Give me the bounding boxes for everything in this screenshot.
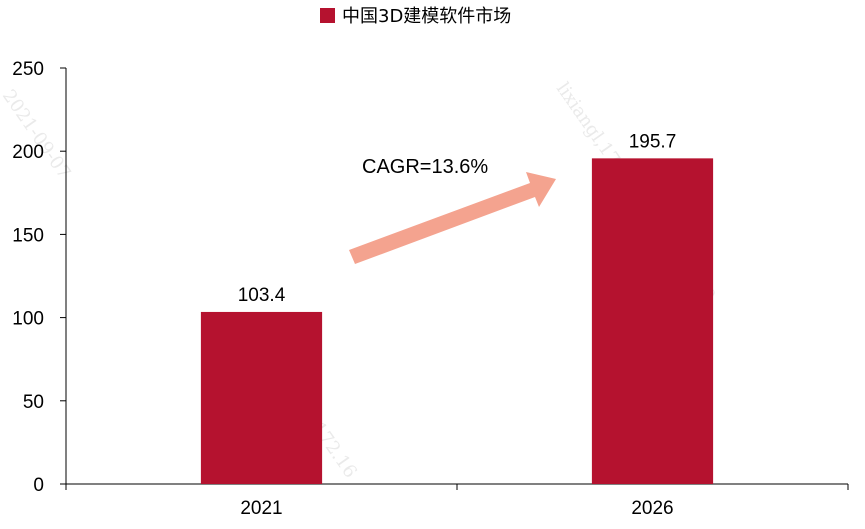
- y-ticks: 0 50 100 150 200 250: [12, 59, 66, 496]
- y-tick-label: 150: [12, 225, 44, 246]
- data-label-2026: 195.7: [629, 131, 677, 152]
- watermark-text-1: 2021-09-07: [0, 86, 75, 183]
- cagr-annotation: CAGR=13.6%: [349, 156, 556, 264]
- x-ticks: 2021 2026: [65, 484, 849, 519]
- x-tick-label-2026: 2026: [631, 498, 673, 519]
- legend-swatch: [320, 8, 335, 23]
- y-tick-label: 0: [33, 475, 44, 496]
- data-label-2021: 103.4: [238, 285, 286, 306]
- cagr-arrow: [349, 172, 556, 264]
- bar-2021: [200, 311, 323, 484]
- cagr-label: CAGR=13.6%: [362, 156, 488, 178]
- bar-2026: [591, 158, 714, 484]
- y-tick-label: 100: [12, 309, 44, 330]
- legend: 中国3D建模软件市场: [320, 6, 511, 27]
- bar-labels: 103.4 195.7: [238, 131, 677, 306]
- x-tick-label-2021: 2021: [240, 498, 282, 519]
- bars: [200, 158, 714, 484]
- y-tick-label: 250: [12, 59, 44, 80]
- y-tick-label: 50: [23, 392, 44, 413]
- legend-label: 中国3D建模软件市场: [342, 6, 511, 27]
- y-tick-label: 200: [12, 142, 44, 163]
